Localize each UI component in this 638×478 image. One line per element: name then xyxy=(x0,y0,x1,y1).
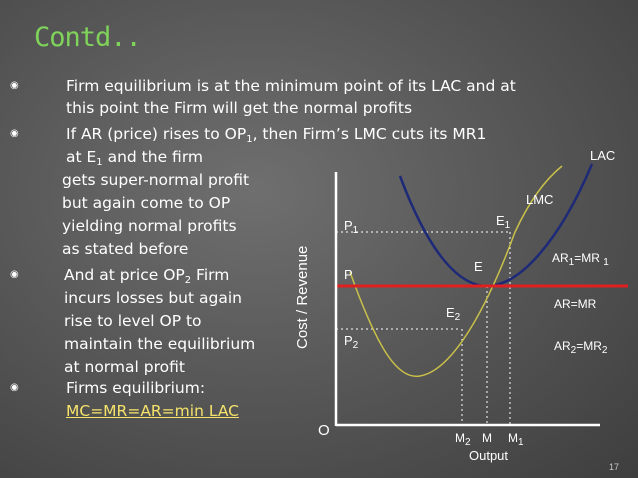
bullet-1-line-1: Firm equilibrium is at the minimum point… xyxy=(66,77,516,95)
bullet-2-line-5: yielding normal profits xyxy=(62,217,237,235)
bullet-2-line-4: but again come to OP xyxy=(62,194,231,212)
lmc-label: LMC xyxy=(526,192,554,207)
ar-mr-label: AR=MR xyxy=(554,297,597,311)
page-number: 17 xyxy=(609,462,620,472)
p2-label: P2 xyxy=(344,333,359,351)
ar1-mr1-label: AR1=MR 1 xyxy=(552,251,609,268)
lac-label: LAC xyxy=(590,148,616,163)
bullet-3-line-4: maintain the equilibrium xyxy=(64,335,256,353)
bullet-icon: ◉ xyxy=(10,128,19,139)
p-label: P xyxy=(344,267,353,282)
m1-label: M1 xyxy=(508,431,524,448)
bullet-3-line-3: rise to level OP to xyxy=(64,312,202,330)
origin-label: O xyxy=(318,422,330,439)
bullet-4-line-1: Firms equilibrium: xyxy=(66,379,206,397)
bullet-3-line-2: incurs losses but again xyxy=(64,289,242,307)
lmc-curve xyxy=(349,165,563,378)
bullet-2-line-2: at E1 and the firm xyxy=(66,148,204,168)
bullet-2-line-6: as stated before xyxy=(62,240,189,258)
x-axis-label: Output xyxy=(469,448,509,463)
bullet-icon: ◉ xyxy=(10,269,19,280)
e-label: E xyxy=(474,259,483,274)
m2-label: M2 xyxy=(455,431,471,448)
e1-label: E1 xyxy=(496,213,511,231)
bullet-2-line-1: If AR (price) rises to OP1, then Firm’s … xyxy=(66,125,487,145)
ar2-mr2-label: AR2=MR2 xyxy=(554,339,608,356)
bullet-1-line-2: this point the Firm will get the normal … xyxy=(66,99,413,117)
e2-label: E2 xyxy=(446,305,461,323)
slide-title: Contd.. xyxy=(34,22,142,53)
bullet-2-line-3: gets super-normal profit xyxy=(62,171,250,189)
p1-label: P1 xyxy=(344,218,359,236)
bullet-3-line-1: And at price OP2 Firm xyxy=(64,266,230,286)
equilibrium-condition: MC=MR=AR=min LAC xyxy=(66,402,239,420)
bullet-icon: ◉ xyxy=(10,382,19,393)
y-axis-label: Cost / Revenue xyxy=(294,245,311,349)
m-label: M xyxy=(482,431,492,445)
bullet-3-line-5: at normal profit xyxy=(64,358,185,376)
bullet-icon: ◉ xyxy=(10,80,19,91)
